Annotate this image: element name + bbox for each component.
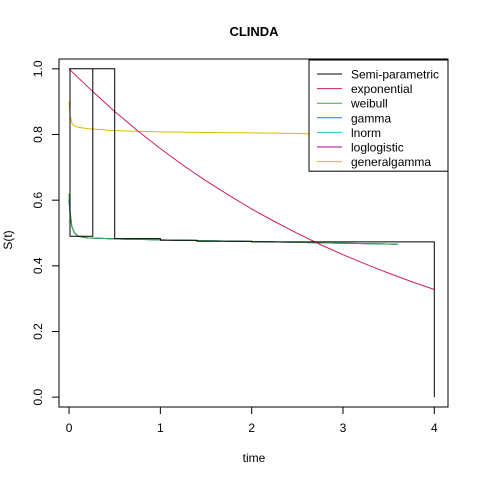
series-line-generalgamma: [68, 101, 334, 135]
series-line-semi-parametric: [69, 68, 435, 398]
series-layer: [68, 68, 435, 398]
legend-label-generalgamma: generalgamma: [351, 155, 431, 169]
series-line-weibull: [68, 193, 398, 245]
x-axis-label: time: [243, 451, 266, 465]
y-axis-label: S(t): [1, 230, 15, 249]
x-tick-label: 0: [66, 421, 73, 435]
x-tick-label: 2: [248, 421, 255, 435]
chart-title: CLINDA: [229, 24, 279, 39]
y-tick-label: 0.8: [31, 126, 45, 143]
legend-label-semi-parametric: Semi-parametric: [351, 68, 439, 82]
x-tick-label: 4: [431, 421, 438, 435]
series-line-exponential: [68, 68, 435, 290]
legend-label-lnorm: lnorm: [351, 126, 381, 140]
y-tick-label: 0.6: [31, 192, 45, 209]
legend-label-exponential: exponential: [351, 82, 412, 96]
y-tick-label: 0.0: [31, 388, 45, 405]
series-line-loglogistic: [68, 200, 398, 245]
series-line-lnorm: [68, 196, 398, 245]
legend-box: [308, 59, 449, 172]
x-tick-label: 3: [340, 421, 347, 435]
series-line-gamma: [68, 200, 398, 245]
legend-label-loglogistic: loglogistic: [351, 141, 404, 155]
y-tick-label: 0.4: [31, 257, 45, 274]
x-tick-label: 1: [157, 421, 164, 435]
legend-label-weibull: weibull: [350, 97, 388, 111]
y-tick-label: 1.0: [31, 60, 45, 77]
legend: Semi-parametricexponentialweibullgammaln…: [308, 59, 449, 172]
y-tick-label: 0.2: [31, 323, 45, 340]
axes: 0 1 2 3 4 0.0 0.2 0.4 0.6 0.8 1.0: [31, 60, 438, 435]
legend-label-gamma: gamma: [351, 111, 391, 125]
